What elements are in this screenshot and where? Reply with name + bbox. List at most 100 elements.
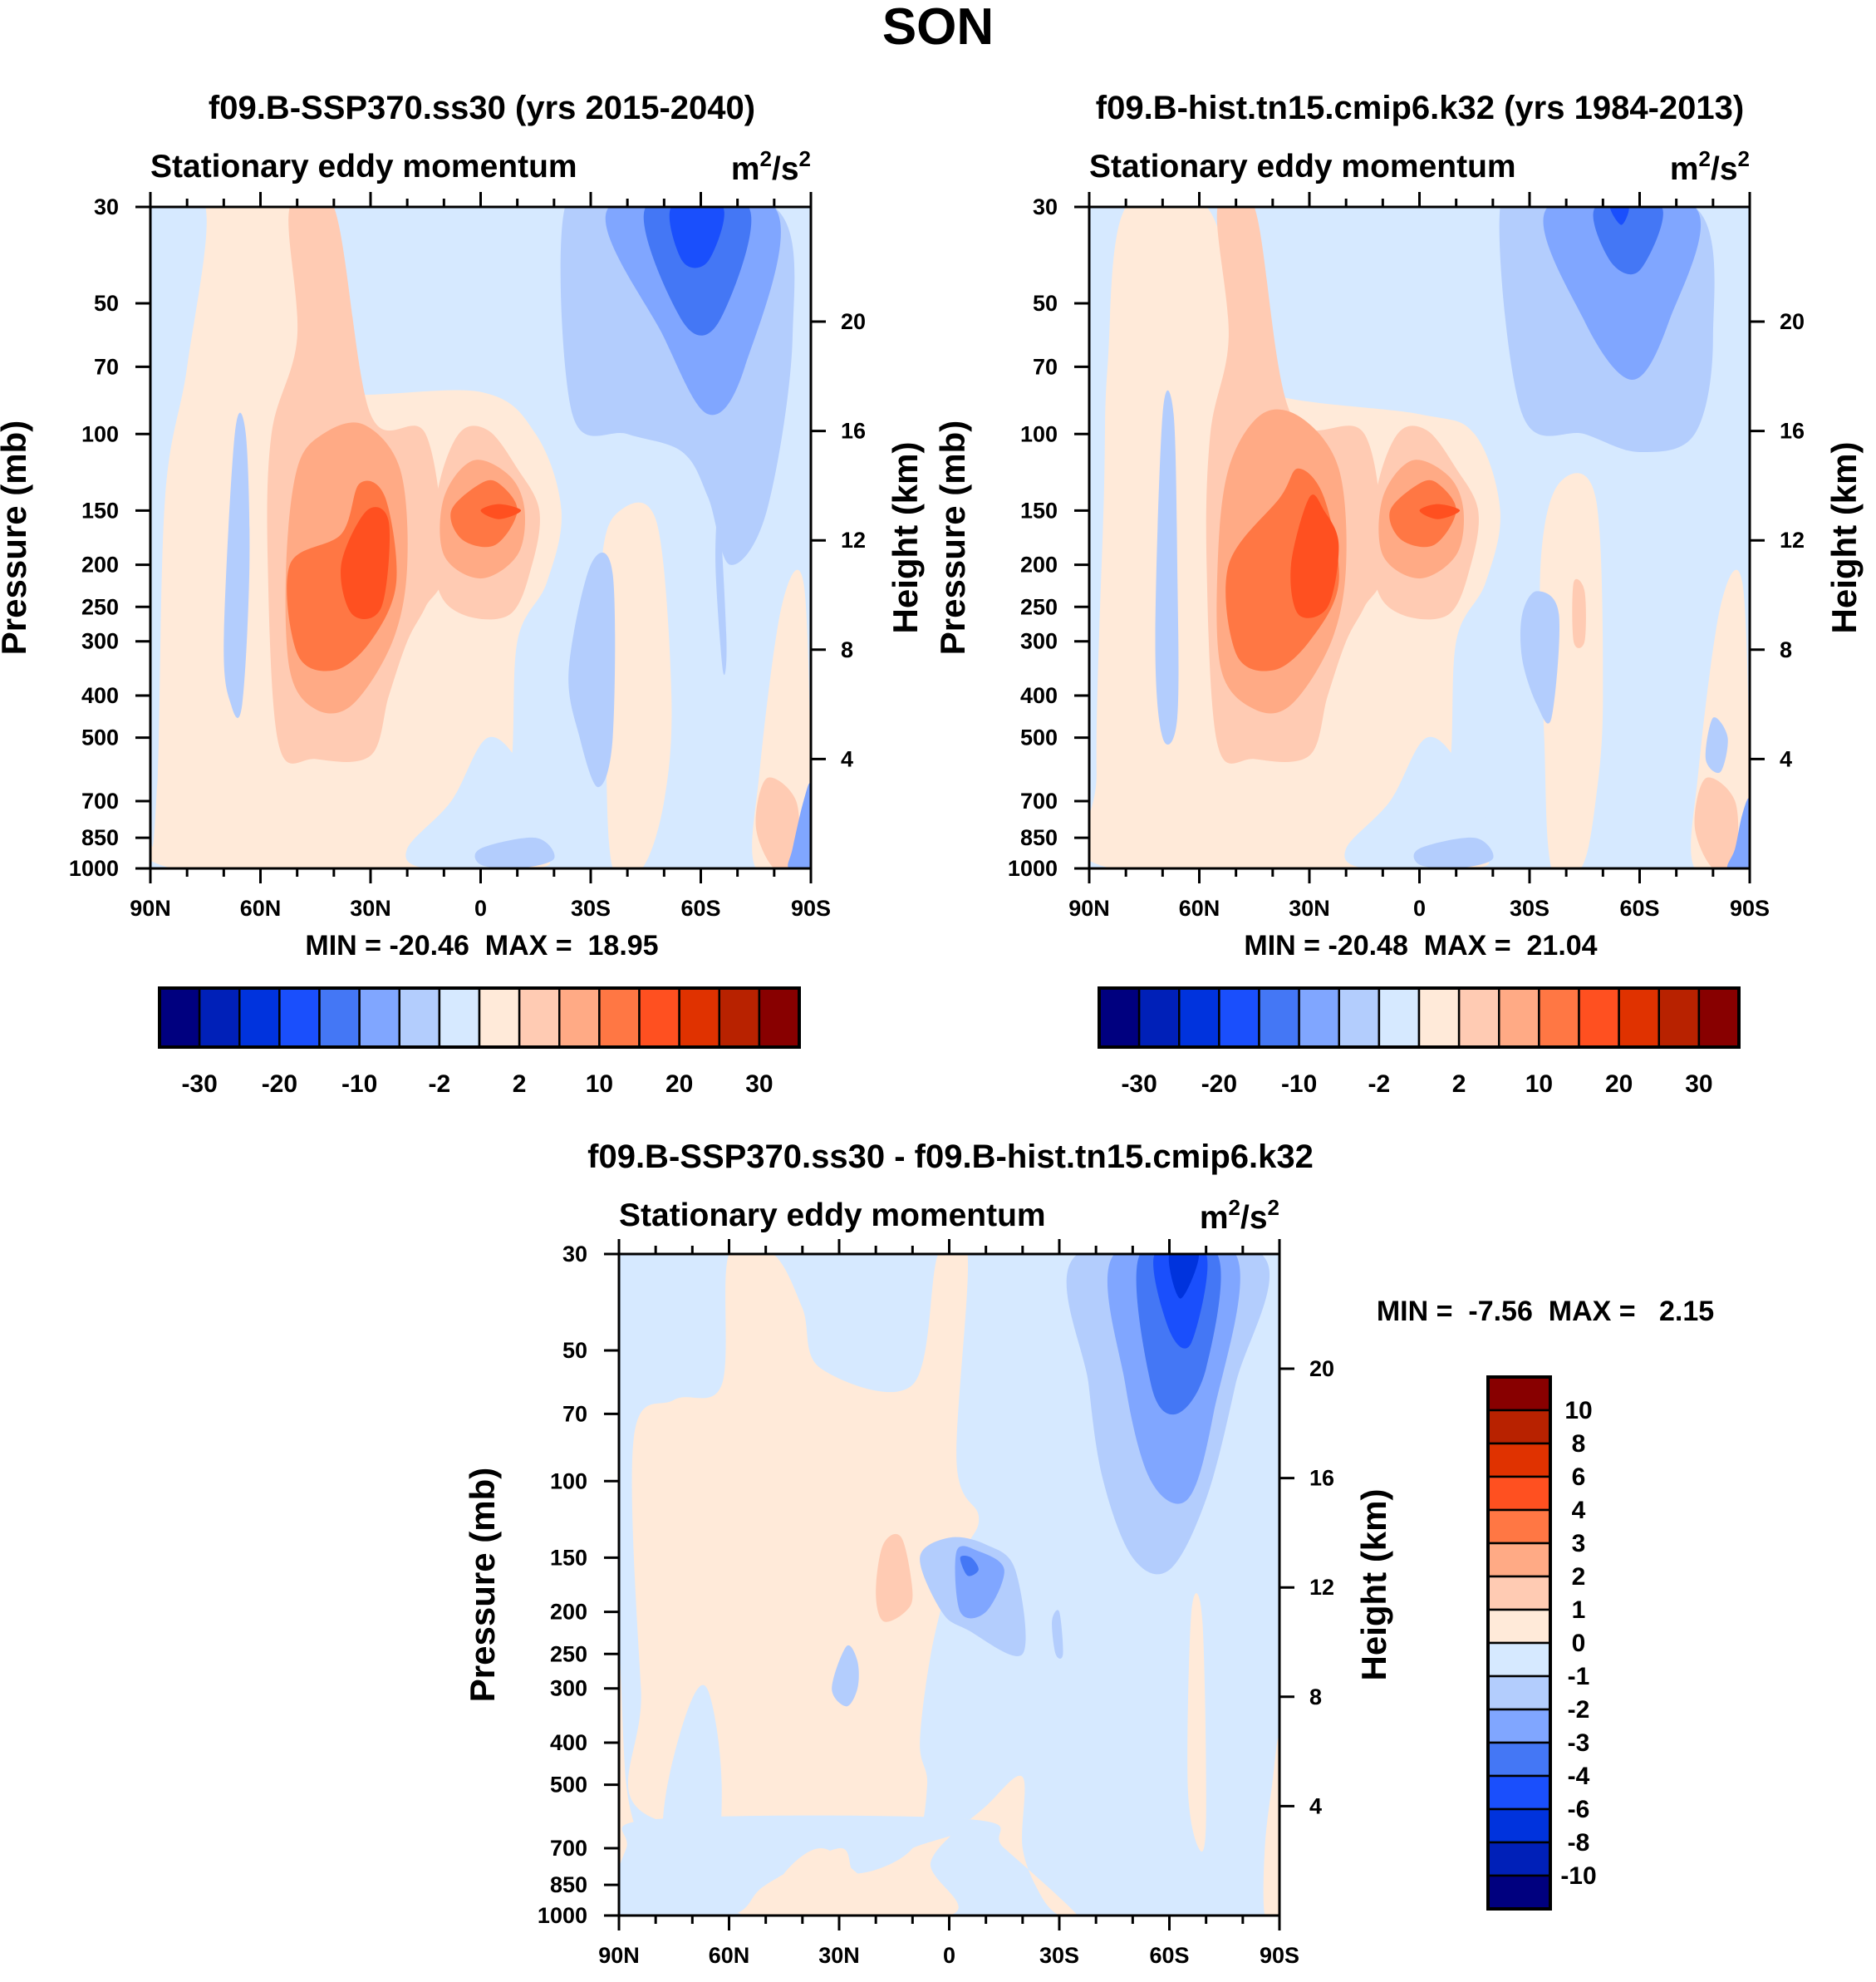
y-tick-label: 100 xyxy=(1020,421,1058,446)
contour-region xyxy=(788,783,811,868)
y-right-tick-label: 8 xyxy=(1780,637,1792,662)
x-tick-label: 90S xyxy=(791,896,831,921)
contour-region xyxy=(755,777,800,868)
colorbar-label: -10 xyxy=(1560,1862,1596,1890)
units-part: m xyxy=(1200,1200,1229,1236)
x-tick-label: 60S xyxy=(1149,1943,1189,1968)
y-tick-label: 70 xyxy=(94,354,119,379)
colorbar-frame xyxy=(1098,986,1741,1049)
y-tick-label: 30 xyxy=(562,1242,587,1266)
contour-region xyxy=(1705,717,1728,774)
colorbar-label: 6 xyxy=(1572,1463,1586,1491)
contour-region xyxy=(480,504,522,519)
y-tick-label: 850 xyxy=(1020,825,1058,850)
contour-region xyxy=(1540,473,1603,868)
x-tick-label: 90N xyxy=(1068,896,1110,921)
units-part: 2 xyxy=(760,146,772,171)
contour-region xyxy=(627,1254,1078,1916)
colorbar-box xyxy=(1258,986,1300,1049)
contour-region xyxy=(474,837,555,868)
colorbar-box xyxy=(1486,1608,1552,1645)
colorbar-box xyxy=(1098,986,1141,1049)
y-right-tick-label: 12 xyxy=(1780,528,1805,553)
colorbar-box xyxy=(1338,986,1381,1049)
colorbar-frame xyxy=(1486,1375,1552,1911)
contour-region xyxy=(1726,798,1750,868)
colorbar-label: 30 xyxy=(1685,1070,1712,1098)
y-tick-label: 700 xyxy=(550,1836,587,1861)
contour-region xyxy=(1187,1593,1206,1852)
colorbar-label: -2 xyxy=(1568,1696,1590,1724)
contour-region xyxy=(715,508,727,676)
y-tick-label: 250 xyxy=(81,594,119,619)
colorbar-box xyxy=(1486,1442,1552,1478)
colorbar-box xyxy=(1486,1708,1552,1744)
panel-subtitle: Stationary eddy momentum xyxy=(150,149,577,184)
colorbar-box xyxy=(718,986,761,1049)
x-tick-label: 60N xyxy=(240,896,282,921)
colorbar-box xyxy=(1486,1874,1552,1911)
units-part: /s xyxy=(1240,1200,1268,1236)
panel-subtitle: Stationary eddy momentum xyxy=(1089,149,1516,184)
contour-region xyxy=(1263,1737,1279,1916)
contour-region xyxy=(1153,1254,1208,1349)
colorbar-label: 0 xyxy=(1572,1630,1586,1657)
colorbar-box xyxy=(678,986,720,1049)
contour-field xyxy=(1089,207,1750,868)
colorbar-label: 1 xyxy=(1572,1596,1586,1624)
contour-region xyxy=(405,736,554,868)
contour-region xyxy=(601,502,672,868)
y-right-tick-label: 4 xyxy=(1309,1793,1322,1818)
units-part: /s xyxy=(772,151,799,187)
contour-region xyxy=(568,552,616,788)
y-tick-label: 150 xyxy=(550,1545,587,1570)
colorbar-label: -1 xyxy=(1568,1663,1590,1690)
contour-region xyxy=(1694,777,1739,868)
colorbar-label: 2 xyxy=(513,1070,527,1098)
colorbar-box xyxy=(1578,986,1620,1049)
y-tick-label: 30 xyxy=(94,194,119,219)
contour-field xyxy=(619,1254,1279,1916)
x-tick-label: 90N xyxy=(130,896,171,921)
y-axis-label: Pressure (mb) xyxy=(0,420,33,655)
y-right-tick-label: 12 xyxy=(1309,1575,1334,1600)
y-tick-label: 400 xyxy=(1020,683,1058,708)
y-right-tick-label: 16 xyxy=(841,419,866,444)
x-tick-label: 90N xyxy=(598,1943,640,1968)
contour-region xyxy=(619,1815,980,1916)
y-tick-label: 150 xyxy=(1020,498,1058,523)
y-right-tick-label: 8 xyxy=(1309,1684,1322,1709)
y-tick-label: 150 xyxy=(81,498,119,523)
colorbar-box xyxy=(358,986,400,1049)
contour-region xyxy=(341,507,390,620)
colorbar-label: -30 xyxy=(181,1070,217,1098)
y-right-tick-label: 20 xyxy=(1309,1356,1334,1381)
contour-region xyxy=(832,1645,859,1707)
y-right-axis-label: Height (km) xyxy=(1824,442,1864,634)
contour-region xyxy=(1610,207,1629,225)
y-tick-label: 30 xyxy=(1033,194,1058,219)
y-right-tick-label: 4 xyxy=(1780,746,1792,771)
colorbar-box xyxy=(238,986,281,1049)
x-tick-label: 0 xyxy=(943,1943,955,1968)
contour-region xyxy=(1520,591,1560,724)
colorbar-label: -20 xyxy=(1201,1070,1237,1098)
x-tick-label: 30S xyxy=(571,896,611,921)
y-right-tick-label: 16 xyxy=(1309,1466,1334,1491)
colorbar-box xyxy=(1137,986,1181,1049)
contour-region xyxy=(223,412,250,718)
y-tick-label: 700 xyxy=(1020,789,1058,814)
colorbar-box xyxy=(158,986,201,1049)
units-part: m xyxy=(731,151,760,187)
colorbar-label: -10 xyxy=(1281,1070,1317,1098)
colorbar-box xyxy=(1486,1475,1552,1512)
contour-region xyxy=(1052,1610,1063,1659)
colorbar-label: 4 xyxy=(1572,1497,1586,1524)
colorbar-label: -6 xyxy=(1568,1796,1590,1823)
panel-3: f09.B-SSP370.ss30 - f09.B-hist.tn15.cmip… xyxy=(463,1139,1714,1968)
colorbar-box xyxy=(1618,986,1660,1049)
colorbar-box xyxy=(518,986,561,1049)
contour-region xyxy=(1543,207,1702,381)
panel-title: f09.B-SSP370.ss30 - f09.B-hist.tn15.cmip… xyxy=(587,1139,1314,1175)
